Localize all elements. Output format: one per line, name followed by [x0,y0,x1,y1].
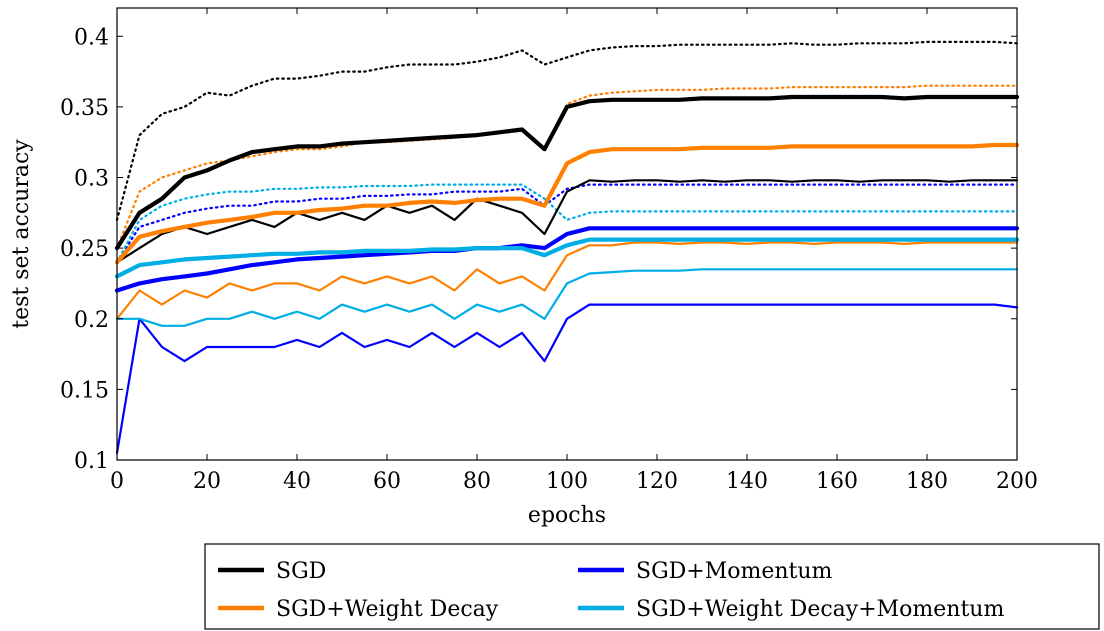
series-line-8 [115,183,1019,264]
ticks-layer: 0 20 40 60 80 100 120 140 160 180 200 0.1 0.15 0.2 0.2… [60,8,1038,494]
legend-label-1: SGD+Momentum [636,559,833,584]
x-tick-label-6: 120 [636,469,678,494]
series-line-0 [114,94,1020,251]
x-tick-label-10: 200 [996,469,1038,494]
y-tick-label-5: 0.35 [60,96,109,121]
series-line-4 [115,241,1019,320]
series-line-2 [115,40,1019,221]
legend-label-3: SGD+Weight Decay+Momentum [636,597,1004,622]
x-tick-label-5: 100 [546,469,588,494]
series-line-11 [115,183,1019,264]
series-line-3 [114,142,1020,265]
x-tick-label-0: 0 [110,469,124,494]
legend-box [204,543,1100,630]
series-line-7 [115,303,1019,454]
x-axis-label: epochs [528,503,606,528]
legend-label-2: SGD+Weight Decay [276,597,499,622]
y-tick-label-3: 0.25 [60,237,109,262]
y-axis-label: test set accuracy [9,139,34,329]
series-line-1 [115,179,1019,264]
legend: SGD SGD+Momentum SGD+Weight Decay SGD+Weigh… [204,543,1100,630]
x-tick-label-4: 80 [463,469,491,494]
x-tick-label-8: 160 [816,469,858,494]
x-tick-label-3: 60 [373,469,401,494]
x-tick-label-7: 140 [726,469,768,494]
x-tick-label-9: 180 [906,469,948,494]
series-layer [114,40,1020,454]
legend-label-0: SGD [276,559,326,584]
y-tick-label-6: 0.4 [74,25,109,50]
x-tick-label-2: 40 [283,469,311,494]
series-line-9 [114,237,1020,279]
series-line-6 [114,226,1020,293]
y-tick-label-4: 0.3 [74,167,109,192]
series-line-10 [115,268,1019,327]
y-tick-label-1: 0.15 [60,378,109,403]
x-tick-label-1: 20 [193,469,221,494]
y-tick-label-0: 0.1 [74,449,109,474]
y-tick-label-2: 0.2 [74,308,109,333]
